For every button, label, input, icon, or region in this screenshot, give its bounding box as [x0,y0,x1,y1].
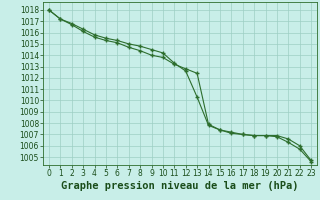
X-axis label: Graphe pression niveau de la mer (hPa): Graphe pression niveau de la mer (hPa) [61,181,299,191]
